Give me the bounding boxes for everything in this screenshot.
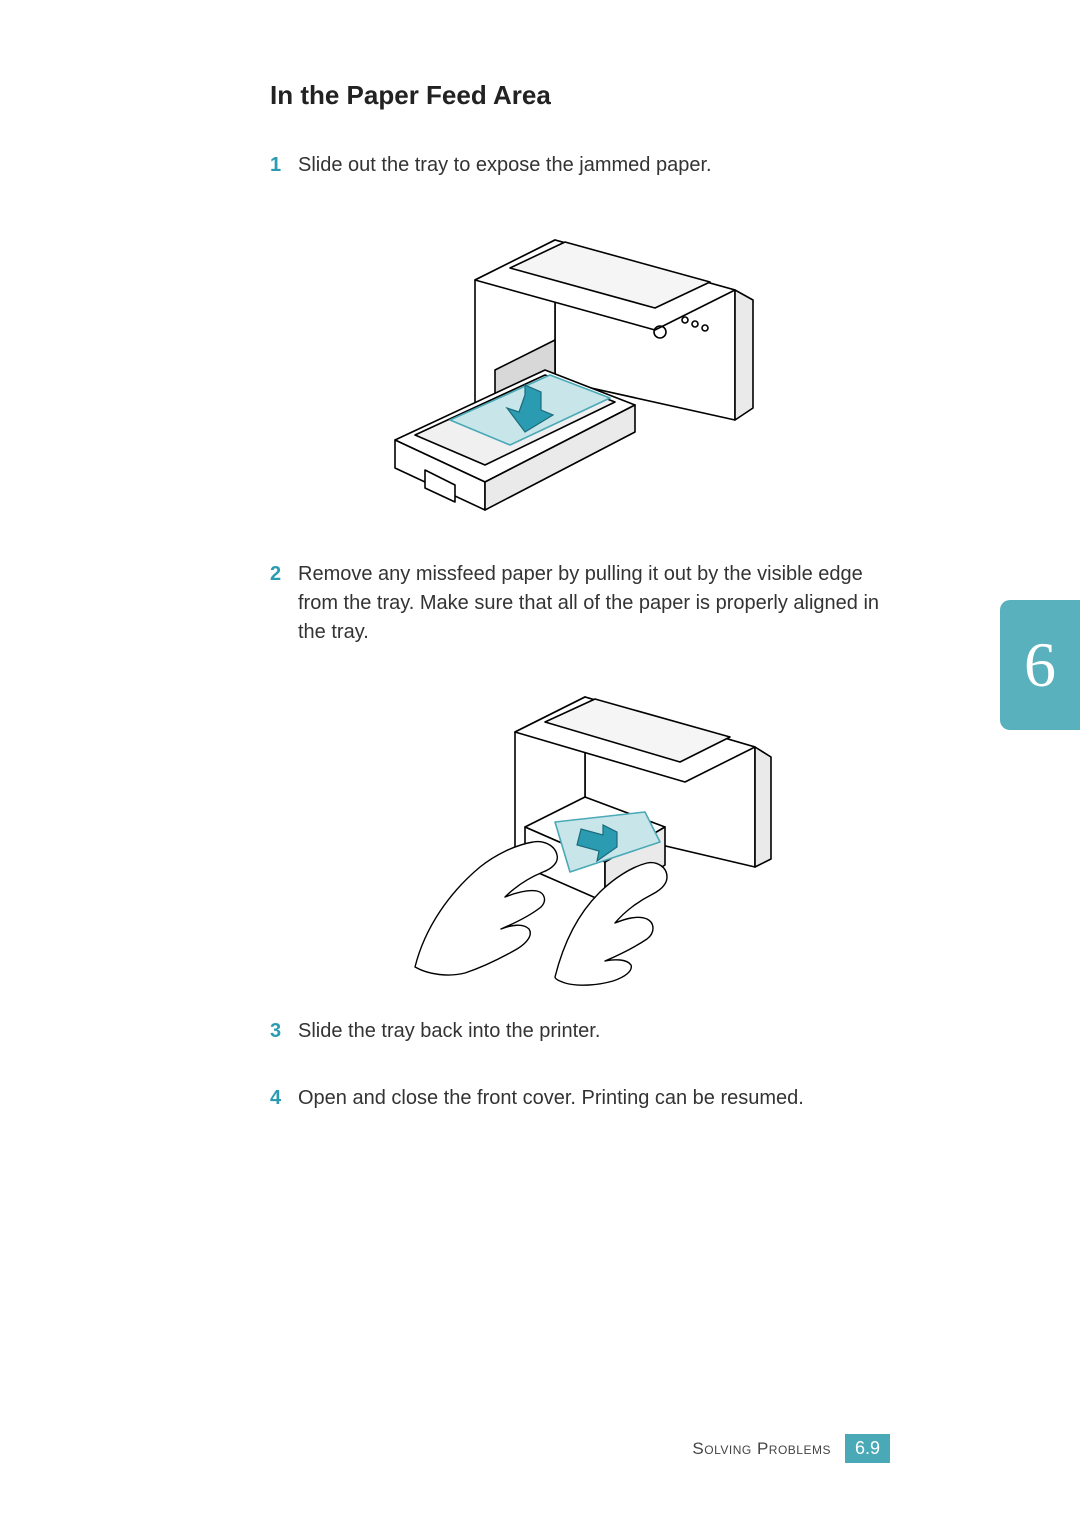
step-3: 3 Slide the tray back into the printer. (270, 1017, 890, 1046)
chapter-tab-number: 6 (1024, 628, 1056, 702)
chapter-tab: 6 (1000, 600, 1080, 730)
step-text: Slide out the tray to expose the jammed … (298, 151, 890, 180)
step-text: Open and close the front cover. Printing… (298, 1084, 890, 1113)
step-number: 1 (270, 151, 298, 180)
page-footer: Solving Problems 6.9 (692, 1434, 890, 1463)
step-1: 1 Slide out the tray to expose the jamme… (270, 151, 890, 180)
footer-section-label: Solving Problems (692, 1439, 831, 1459)
section-heading: In the Paper Feed Area (270, 80, 890, 111)
illustration-printer-tray-out (355, 200, 805, 530)
page-content: In the Paper Feed Area 1 Slide out the t… (270, 80, 890, 1133)
step-number: 2 (270, 560, 298, 647)
step-4: 4 Open and close the front cover. Printi… (270, 1084, 890, 1113)
page-number-suffix: 9 (870, 1438, 880, 1458)
step-text: Remove any missfeed paper by pulling it … (298, 560, 890, 647)
step-number: 4 (270, 1084, 298, 1113)
page-number-prefix: 6. (855, 1438, 870, 1458)
illustration-2-wrap (270, 667, 890, 987)
step-2: 2 Remove any missfeed paper by pulling i… (270, 560, 890, 647)
step-number: 3 (270, 1017, 298, 1046)
step-text: Slide the tray back into the printer. (298, 1017, 890, 1046)
page-number-box: 6.9 (845, 1434, 890, 1463)
illustration-1-wrap (270, 200, 890, 530)
illustration-hands-pulling-paper (355, 667, 805, 987)
